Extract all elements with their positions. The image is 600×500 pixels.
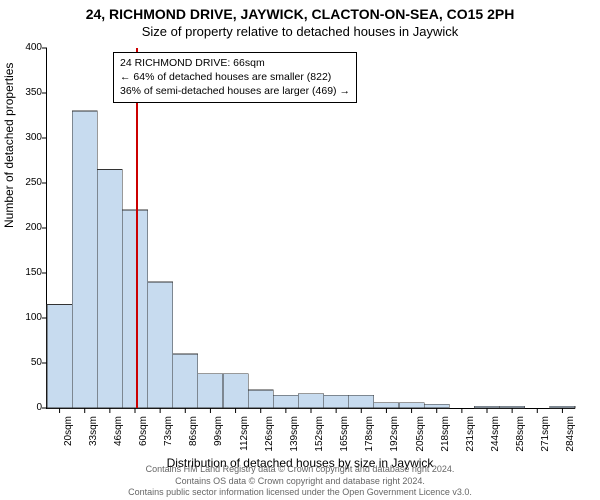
histogram-bar bbox=[248, 390, 273, 408]
annotation-box: 24 RICHMOND DRIVE: 66sqm ← 64% of detach… bbox=[113, 52, 357, 103]
histogram-bar bbox=[72, 111, 97, 408]
footnote: Contains HM Land Registry data © Crown c… bbox=[0, 464, 600, 498]
annotation-line-1: 24 RICHMOND DRIVE: 66sqm bbox=[120, 56, 350, 70]
y-tick-label: 400 bbox=[2, 42, 42, 53]
y-tick-label: 100 bbox=[2, 312, 42, 323]
plot-area: 24 RICHMOND DRIVE: 66sqm ← 64% of detach… bbox=[46, 48, 575, 409]
annotation-line-3: 36% of semi-detached houses are larger (… bbox=[120, 84, 350, 98]
histogram-bar bbox=[349, 395, 374, 408]
histogram-bar bbox=[47, 305, 72, 409]
histogram-bar bbox=[424, 404, 449, 408]
chart-root: 24, RICHMOND DRIVE, JAYWICK, CLACTON-ON-… bbox=[0, 0, 600, 500]
histogram-bar bbox=[500, 406, 525, 408]
histogram-bar bbox=[550, 406, 575, 408]
y-tick-label: 300 bbox=[2, 132, 42, 143]
histogram-bar bbox=[474, 406, 499, 408]
histogram-bar bbox=[273, 395, 298, 408]
chart-title-sub: Size of property relative to detached ho… bbox=[0, 24, 600, 39]
footnote-line-3: Contains public sector information licen… bbox=[0, 487, 600, 498]
footnote-line-1: Contains HM Land Registry data © Crown c… bbox=[0, 464, 600, 475]
y-tick-label: 0 bbox=[2, 402, 42, 413]
histogram-bar bbox=[198, 374, 223, 408]
y-tick-label: 200 bbox=[2, 222, 42, 233]
histogram-bar bbox=[374, 403, 399, 408]
chart-title-main: 24, RICHMOND DRIVE, JAYWICK, CLACTON-ON-… bbox=[0, 6, 600, 22]
histogram-bar bbox=[173, 354, 198, 408]
histogram-bar bbox=[148, 282, 173, 408]
histogram-bar bbox=[223, 374, 248, 408]
y-tick-label: 250 bbox=[2, 177, 42, 188]
histogram-bar bbox=[97, 170, 122, 409]
histogram-bar bbox=[324, 395, 349, 408]
y-tick-label: 350 bbox=[2, 87, 42, 98]
histogram-bar bbox=[298, 394, 323, 408]
footnote-line-2: Contains OS data © Crown copyright and d… bbox=[0, 476, 600, 487]
y-tick-label: 150 bbox=[2, 267, 42, 278]
histogram-bar bbox=[399, 403, 424, 408]
annotation-line-2: ← 64% of detached houses are smaller (82… bbox=[120, 70, 350, 84]
y-tick-label: 50 bbox=[2, 357, 42, 368]
